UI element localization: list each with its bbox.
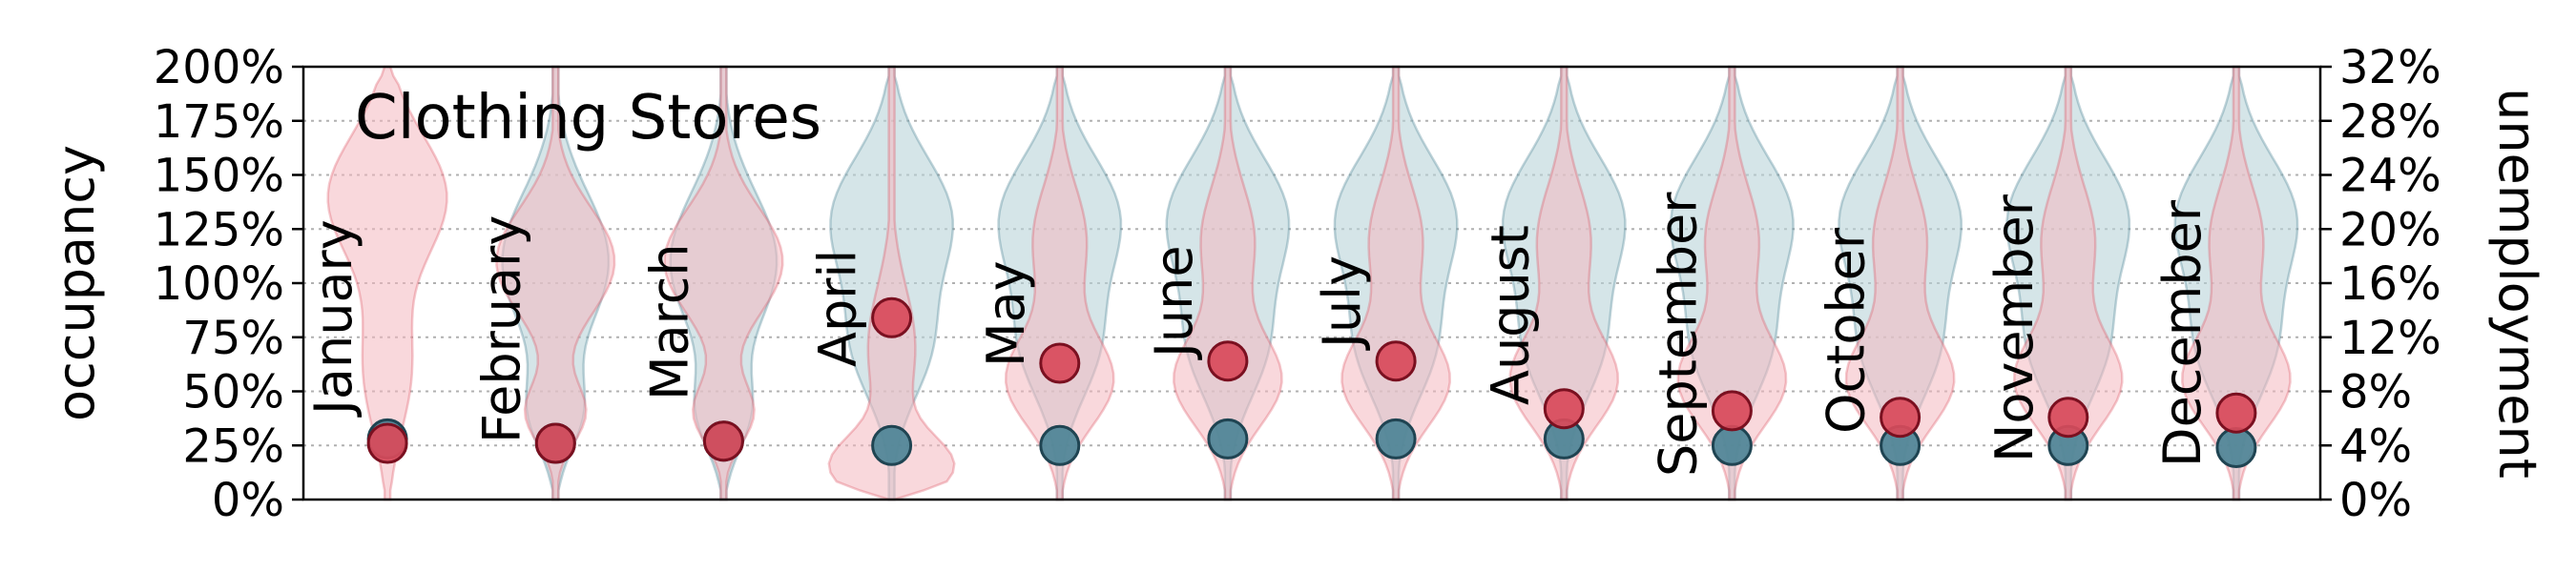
- point-teal: [1711, 424, 1753, 466]
- point-red: [366, 422, 408, 464]
- point-red: [1543, 388, 1585, 430]
- right-axis-label: unemployment: [2487, 88, 2547, 479]
- month-label: March: [639, 243, 699, 400]
- left-axis-label: occupancy: [46, 145, 106, 421]
- point-teal: [1039, 424, 1081, 466]
- point-red: [1375, 340, 1417, 382]
- point-red: [1207, 340, 1249, 382]
- data-points: [366, 296, 2257, 468]
- right-tick-label: 20%: [2339, 203, 2441, 256]
- point-red: [702, 420, 744, 462]
- right-tick-label: 32%: [2339, 41, 2441, 94]
- right-tick-label: 12%: [2339, 312, 2441, 365]
- left-tick-label: 75%: [182, 312, 284, 365]
- point-red: [1711, 390, 1753, 432]
- point-red: [1039, 342, 1081, 384]
- chart-title: Clothing Stores: [355, 83, 821, 153]
- right-tick-label: 0%: [2339, 474, 2412, 527]
- point-red: [1880, 397, 1922, 439]
- month-label: August: [1480, 225, 1540, 405]
- point-teal: [871, 424, 913, 466]
- right-tick-label: 8%: [2339, 366, 2412, 419]
- left-tick-label: 25%: [182, 419, 284, 473]
- left-tick-label: 100%: [154, 257, 284, 311]
- left-tick-label: 175%: [154, 95, 284, 149]
- point-red: [2215, 392, 2257, 434]
- right-tick-label: 16%: [2339, 257, 2441, 311]
- point-red: [871, 296, 913, 338]
- month-label: October: [1817, 227, 1877, 434]
- month-label: June: [1144, 245, 1204, 360]
- violins: [326, 65, 2299, 501]
- left-tick-label: 200%: [154, 41, 284, 94]
- left-tick-label: 150%: [154, 150, 284, 203]
- left-tick-label: 50%: [182, 366, 284, 419]
- left-axis-ticks: 0%25%50%75%100%125%150%175%200%: [154, 41, 303, 527]
- point-red: [2047, 397, 2089, 439]
- month-label: February: [471, 215, 531, 443]
- right-axis-ticks: 0%4%8%12%16%20%24%28%32%: [2320, 41, 2441, 527]
- month-label: September: [1648, 192, 1708, 477]
- month-label: December: [2152, 199, 2212, 467]
- point-teal: [1375, 418, 1417, 460]
- right-tick-label: 4%: [2339, 419, 2412, 473]
- month-label: January: [303, 219, 364, 418]
- right-tick-label: 24%: [2339, 150, 2441, 203]
- month-label: November: [1984, 194, 2045, 462]
- month-label: April: [808, 250, 868, 367]
- left-tick-label: 0%: [212, 474, 284, 527]
- month-label: May: [976, 260, 1036, 367]
- point-teal: [2215, 427, 2257, 468]
- left-tick-label: 125%: [154, 203, 284, 256]
- grid-lines: [303, 119, 2320, 447]
- point-teal: [1207, 418, 1249, 460]
- right-tick-label: 28%: [2339, 95, 2441, 149]
- point-red: [534, 422, 576, 464]
- month-labels: January February March April May June July Augu…: [303, 192, 2212, 477]
- month-label: July: [1312, 255, 1372, 351]
